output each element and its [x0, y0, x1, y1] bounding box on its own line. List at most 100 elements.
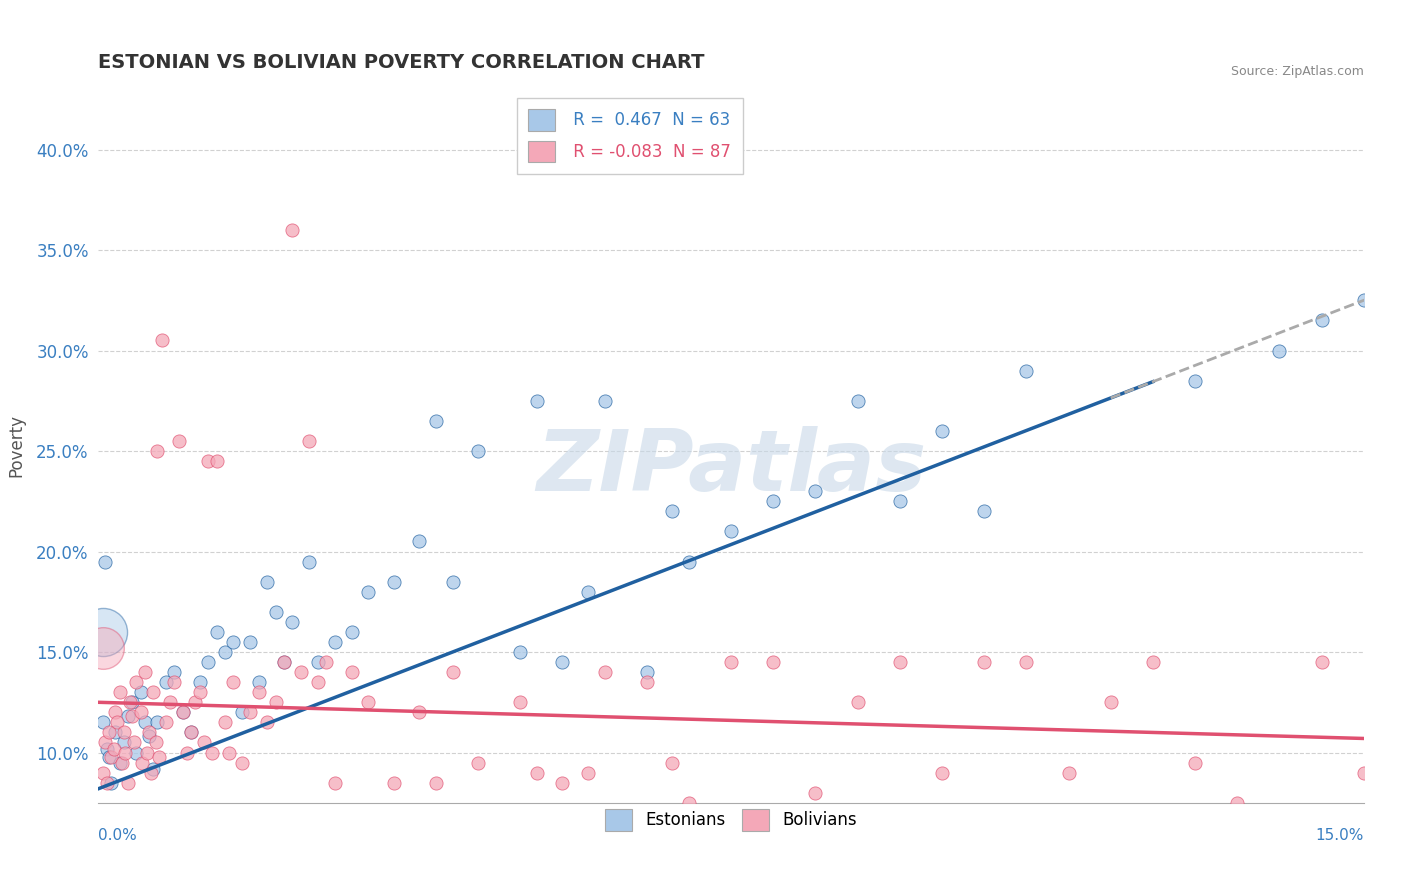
- Point: [762, 655, 785, 669]
- Point: [636, 675, 658, 690]
- Point: [146, 715, 169, 730]
- Point: [973, 655, 995, 669]
- Point: [231, 756, 253, 770]
- Point: [264, 605, 287, 619]
- Point: [214, 715, 236, 730]
- Point: [167, 434, 190, 448]
- Point: [1099, 695, 1122, 709]
- Point: [357, 584, 380, 599]
- Point: [96, 741, 118, 756]
- Point: [111, 756, 134, 770]
- Point: [222, 675, 245, 690]
- Point: [188, 685, 211, 699]
- Point: [526, 765, 548, 780]
- Point: [889, 655, 911, 669]
- Point: [636, 665, 658, 680]
- Point: [509, 695, 531, 709]
- Point: [526, 393, 548, 408]
- Point: [931, 765, 953, 780]
- Point: [273, 655, 295, 669]
- Point: [97, 749, 120, 764]
- Point: [256, 715, 278, 730]
- Point: [593, 393, 616, 408]
- Point: [129, 706, 152, 720]
- Point: [1184, 374, 1206, 388]
- Point: [467, 756, 489, 770]
- Point: [205, 454, 228, 468]
- Point: [218, 746, 240, 760]
- Point: [136, 746, 159, 760]
- Point: [103, 741, 125, 756]
- Point: [121, 695, 143, 709]
- Point: [441, 574, 464, 589]
- Point: [97, 725, 120, 739]
- Point: [104, 706, 127, 720]
- Point: [340, 624, 363, 639]
- Point: [197, 655, 219, 669]
- Point: [134, 715, 156, 730]
- Point: [290, 665, 312, 680]
- Point: [298, 555, 321, 569]
- Point: [307, 675, 329, 690]
- Point: [273, 655, 295, 669]
- Point: [172, 706, 194, 720]
- Point: [425, 775, 447, 789]
- Text: 0.0%: 0.0%: [98, 828, 138, 843]
- Point: [441, 665, 464, 680]
- Point: [231, 706, 253, 720]
- Point: [205, 624, 228, 639]
- Point: [184, 695, 207, 709]
- Point: [382, 574, 405, 589]
- Point: [193, 735, 215, 749]
- Point: [139, 765, 162, 780]
- Point: [551, 775, 574, 789]
- Point: [176, 746, 198, 760]
- Point: [145, 735, 167, 749]
- Point: [1310, 313, 1333, 327]
- Point: [150, 334, 173, 348]
- Point: [114, 746, 136, 760]
- Point: [551, 655, 574, 669]
- Point: [1310, 655, 1333, 669]
- Point: [720, 524, 742, 539]
- Point: [104, 725, 127, 739]
- Point: [108, 756, 131, 770]
- Point: [120, 695, 142, 709]
- Point: [148, 749, 170, 764]
- Point: [91, 765, 114, 780]
- Point: [281, 615, 304, 629]
- Point: [91, 640, 114, 655]
- Point: [846, 393, 869, 408]
- Point: [467, 444, 489, 458]
- Point: [117, 775, 139, 789]
- Point: [159, 695, 181, 709]
- Point: [661, 756, 683, 770]
- Point: [105, 715, 128, 730]
- Point: [100, 749, 122, 764]
- Y-axis label: Poverty: Poverty: [7, 415, 25, 477]
- Text: 15.0%: 15.0%: [1316, 828, 1364, 843]
- Point: [281, 223, 304, 237]
- Point: [323, 775, 346, 789]
- Point: [509, 645, 531, 659]
- Legend: Estonians, Bolivians: Estonians, Bolivians: [599, 803, 863, 838]
- Point: [122, 735, 145, 749]
- Point: [931, 424, 953, 438]
- Point: [298, 434, 321, 448]
- Point: [1226, 796, 1249, 810]
- Point: [340, 665, 363, 680]
- Point: [222, 635, 245, 649]
- Text: ZIPatlas: ZIPatlas: [536, 425, 927, 509]
- Point: [315, 655, 337, 669]
- Point: [846, 695, 869, 709]
- Point: [91, 715, 114, 730]
- Point: [138, 730, 160, 744]
- Point: [264, 695, 287, 709]
- Point: [307, 655, 329, 669]
- Point: [576, 765, 599, 780]
- Point: [91, 624, 114, 639]
- Point: [125, 675, 148, 690]
- Point: [163, 665, 186, 680]
- Point: [100, 775, 122, 789]
- Point: [1353, 293, 1375, 308]
